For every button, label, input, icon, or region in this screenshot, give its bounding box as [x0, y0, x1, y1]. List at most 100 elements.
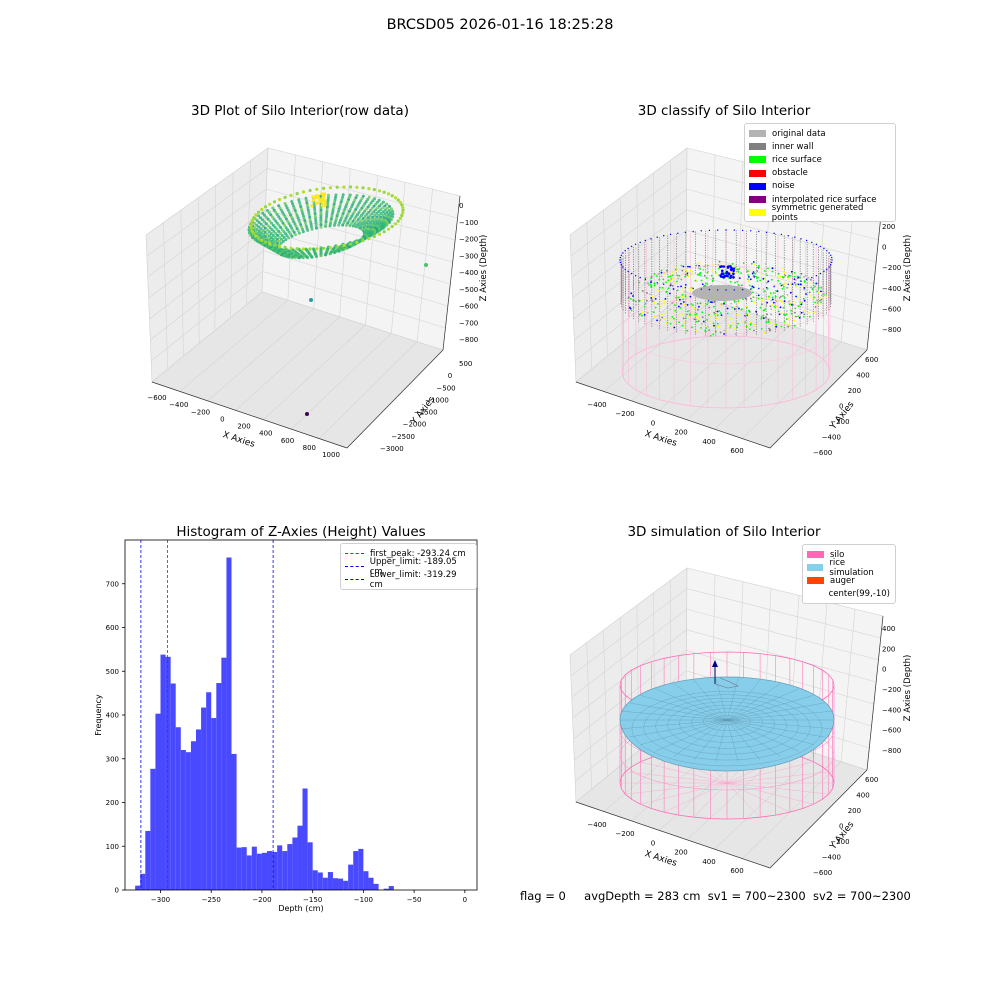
classified-point: [653, 301, 656, 304]
classified-point: [737, 268, 739, 271]
data-point: [372, 204, 376, 208]
grid-line: [318, 189, 433, 439]
data-point: [279, 225, 283, 229]
data-point: [287, 211, 291, 215]
histogram-bar: [332, 878, 339, 890]
classified-point: [765, 316, 767, 319]
data-point: [358, 221, 362, 225]
data-point: [351, 212, 355, 216]
data-point: [342, 185, 346, 189]
noise-point: [630, 245, 633, 248]
classified-point: [789, 291, 792, 294]
z-tick-label: 0: [882, 244, 886, 252]
data-point: [319, 216, 323, 220]
classified-point: [665, 322, 668, 324]
histogram-bar: [175, 727, 181, 890]
data-point: [335, 214, 339, 218]
noise-point: [692, 287, 694, 290]
y-tick-label: −1000: [425, 396, 449, 404]
data-point: [346, 212, 350, 216]
classified-point: [654, 298, 657, 300]
data-point: [319, 220, 323, 224]
classified-point: [686, 272, 689, 275]
classified-point: [706, 267, 709, 270]
classified-point: [719, 312, 722, 314]
classified-point: [705, 277, 708, 279]
classified-point: [766, 313, 768, 316]
classified-point: [758, 264, 760, 267]
classified-point: [747, 270, 749, 272]
classified-point: [644, 277, 647, 279]
classified-point: [653, 282, 656, 285]
classified-point: [716, 314, 719, 317]
data-point: [393, 196, 398, 200]
data-point: [369, 201, 373, 205]
data-point: [355, 185, 359, 189]
classified-point: [682, 265, 685, 268]
classified-point: [703, 274, 706, 277]
legend-entry: obstacle: [749, 167, 890, 180]
noise-point: [639, 241, 641, 244]
data-point: [262, 220, 266, 224]
z-tick-label: 0: [882, 666, 886, 674]
data-point: [301, 247, 306, 251]
classified-point: [703, 265, 705, 268]
classified-point: [720, 314, 723, 316]
data-point: [367, 210, 371, 214]
classified-point: [819, 296, 821, 299]
legend-line: [345, 579, 364, 581]
data-point: [369, 217, 373, 221]
y-tick-label: 500: [459, 360, 472, 368]
data-point: [304, 221, 307, 225]
histogram-bar: [383, 888, 389, 890]
classified-point: [641, 314, 643, 317]
auger-arrow: [712, 660, 718, 667]
data-point: [364, 218, 368, 222]
data-point: [289, 213, 292, 217]
data-point: [400, 213, 404, 218]
data-point: [354, 208, 358, 212]
classified-point: [692, 304, 694, 306]
y-tick-label: −200: [830, 418, 849, 426]
noise-point: [656, 236, 658, 238]
histogram-bar: [368, 877, 374, 890]
data-point: [268, 202, 272, 206]
data-point: [362, 220, 366, 224]
silo-floor-spoke: [726, 782, 829, 795]
rice-mesh-spoke: [726, 719, 739, 762]
classified-point: [667, 279, 670, 282]
classified-point: [783, 297, 786, 299]
data-point: [254, 230, 258, 234]
x-tick-label: 600: [730, 867, 743, 875]
classified-point: [650, 286, 652, 288]
classified-point: [761, 303, 763, 306]
classified-point: [781, 301, 783, 303]
y-tick-label: −400: [822, 854, 841, 862]
data-point: [302, 214, 305, 218]
rice-mesh-spoke: [629, 702, 728, 721]
y-tick-label: −1500: [414, 409, 438, 417]
noise-point: [826, 250, 828, 252]
data-point: [290, 234, 294, 238]
data-point: [370, 206, 374, 210]
classified-point: [790, 303, 793, 306]
x-tick-label: 200: [674, 849, 687, 857]
classified-point: [773, 301, 775, 304]
classified-point: [747, 280, 750, 283]
flag-text: flag = 0: [520, 889, 566, 903]
data-point: [338, 205, 342, 209]
noise-point: [758, 287, 760, 290]
simulation-3d-plot: −400 −200 0 200 400 600 600 400 200 0 −200 −400 −60…: [569, 567, 913, 877]
data-point: [255, 219, 259, 223]
data-point: [264, 215, 268, 219]
rice-mesh-spoke: [726, 719, 799, 752]
classified-point: [749, 323, 752, 326]
z-tick-label: 200: [882, 645, 895, 653]
data-point: [266, 217, 270, 221]
data-point: [382, 216, 386, 220]
classified-point: [695, 315, 698, 318]
classified-point: [753, 272, 755, 275]
classified-point: [757, 294, 760, 297]
data-point: [267, 230, 271, 234]
data-point: [337, 209, 340, 213]
